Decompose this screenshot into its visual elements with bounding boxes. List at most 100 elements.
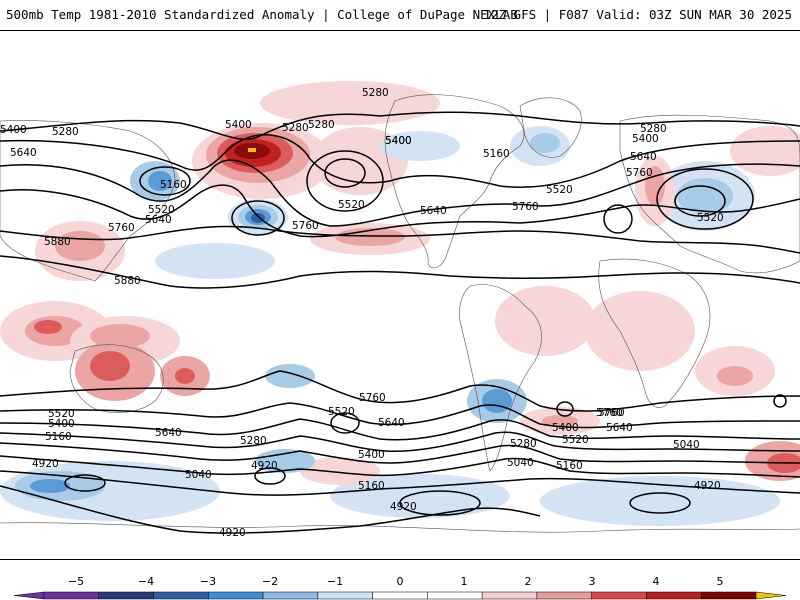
contour-label: 5280 [640, 123, 667, 135]
anomaly-fill [251, 213, 265, 223]
contour-label: 5520 [148, 204, 175, 216]
contour-label: 5040 [673, 439, 700, 451]
contour-label: 5160 [556, 460, 583, 472]
anomaly-fill [380, 131, 460, 161]
colorbar-tick-label: −5 [68, 575, 84, 588]
contour-label: 5520 [697, 212, 724, 224]
anomaly-fill [540, 476, 780, 526]
contour-line [0, 370, 800, 412]
contour-label: 5400 [385, 135, 412, 147]
contour-label: 5760 [626, 167, 653, 179]
contour-closed [773, 394, 787, 408]
continent-outline [598, 258, 711, 408]
contour-label: 5400 [225, 119, 252, 131]
contour-line [0, 402, 800, 429]
continent-outline [69, 344, 164, 414]
anomaly-fill [265, 364, 315, 388]
contour-label: 5280 [240, 435, 267, 447]
anomaly-fill [717, 366, 753, 386]
contour-label: 4920 [694, 480, 721, 492]
anomaly-fill [175, 368, 195, 384]
colorbar-tick-label: 1 [461, 575, 468, 588]
contour-label: 5040 [507, 457, 534, 469]
contour-label: 5160 [358, 480, 385, 492]
contour-labels: 5280 5400 5280 5640 5400 5280 5160 5520 … [0, 87, 724, 539]
anomaly-fill [30, 479, 70, 493]
contour-closed [254, 467, 286, 485]
colorbar-segment [98, 591, 154, 600]
colorbar-segment [208, 591, 264, 600]
colorbar-segment [591, 591, 647, 600]
colorbar-segment [372, 591, 428, 600]
contour-label: 4920 [251, 460, 278, 472]
contour-label: 4920 [390, 501, 417, 513]
anomaly-fill [585, 291, 695, 371]
contour-label: 5760 [596, 407, 623, 419]
contour-label: 5640 [420, 205, 447, 217]
colorbar-segment [262, 591, 319, 600]
contour-line [0, 255, 800, 289]
anomaly-fill [730, 126, 800, 176]
contour-label: 5280 [510, 438, 537, 450]
anomaly-fill [155, 243, 275, 279]
anomaly-fill [482, 389, 512, 413]
contour-label: 5280 [362, 87, 389, 99]
continent-outline [619, 114, 800, 274]
anomaly-fill [495, 286, 595, 356]
anomaly-fill [255, 449, 315, 473]
contour-line [0, 431, 800, 453]
colorbar-tick-label: −1 [327, 575, 343, 588]
contour-label: 5400 [358, 449, 385, 461]
contour-line [0, 470, 800, 496]
colorbar-segment [317, 591, 373, 600]
contour-label: 5640 [630, 151, 657, 163]
contour-line [0, 111, 800, 141]
contour-label: 5880 [114, 275, 141, 287]
contour-closed [330, 412, 360, 434]
contour-label: 5280 [282, 122, 309, 134]
contour-label: 5520 [338, 199, 365, 211]
contour-label: 5400 [552, 422, 579, 434]
colorbar-tick-label: −2 [262, 575, 278, 588]
colorbar-tick-label: 3 [589, 575, 596, 588]
anomaly-map: 5280 5400 5280 5640 5400 5280 5160 5520 … [0, 81, 800, 539]
contour-line [0, 159, 800, 227]
contour-label: 5400 [632, 133, 659, 145]
contour-label: 5520 [562, 434, 589, 446]
map-panel: 5280 5400 5280 5640 5400 5280 5160 5520 … [0, 30, 800, 560]
contour-label: 5400 [48, 418, 75, 430]
continent-outline [0, 522, 800, 533]
contour-label: 5400 [385, 135, 412, 147]
colorbar-segment [43, 591, 100, 600]
anomaly-fill [90, 351, 130, 381]
continent-outline [0, 120, 176, 282]
contour-label: 5400 [0, 124, 27, 136]
contour-label: 5160 [45, 431, 72, 443]
contour-label: 5280 [308, 119, 335, 131]
height-contours [0, 111, 800, 534]
contour-line [0, 225, 800, 254]
colorbar-tick-label: −4 [138, 575, 154, 588]
land-outlines [0, 94, 800, 533]
colorbar-segment [700, 591, 757, 600]
anomaly-fill [330, 474, 510, 518]
colorbar-segment [536, 591, 592, 600]
contour-label: 5160 [483, 148, 510, 160]
contour-closed [656, 168, 754, 230]
colorbar-segment [646, 591, 702, 600]
colorbar-ticks: −5 −4 −3 −2 −1 0 1 2 3 4 5 [68, 575, 724, 588]
contour-label: 4920 [219, 527, 246, 539]
colorbar-tick-label: 4 [653, 575, 660, 588]
contour-label: 5160 [160, 179, 187, 191]
contour-line [0, 184, 800, 238]
contour-closed [603, 204, 633, 234]
colorbar-segment [481, 591, 538, 600]
contour-label: 5640 [378, 417, 405, 429]
contour-closed [139, 166, 191, 196]
colorbar-right-arrow [755, 591, 787, 600]
contour-label: 5760 [512, 201, 539, 213]
contour-label: 5760 [292, 220, 319, 232]
contour-label: 5520 [48, 408, 75, 420]
anomaly-fill [148, 171, 172, 191]
contour-closed [674, 185, 726, 217]
